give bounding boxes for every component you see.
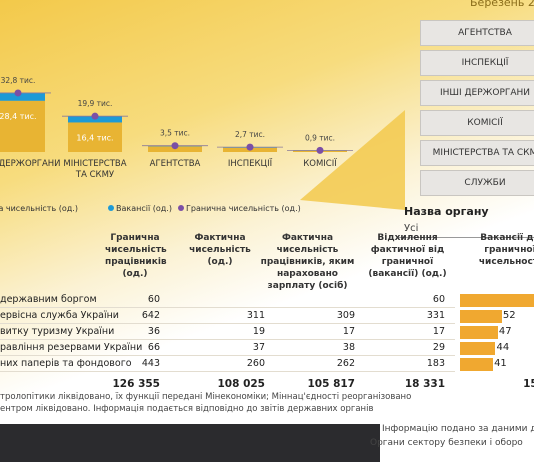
limit-label: 19,9 тис. [78, 99, 113, 108]
actual-label: 16,4 тис. [76, 133, 113, 142]
row-separator [0, 371, 455, 372]
table-cell: 36 [147, 326, 160, 337]
actual-bar [148, 146, 202, 152]
filter-select[interactable]: Усі [398, 221, 534, 238]
limit-label: 2,7 тис. [235, 130, 265, 139]
table-cell: 311 [246, 310, 265, 321]
limit-label: 3,5 тис. [160, 129, 190, 138]
table-header: Відхилення фактичної від граничної (вака… [368, 233, 447, 279]
row-separator [0, 307, 455, 308]
filter-button[interactable]: АГЕНТСТВА [420, 20, 534, 46]
limit-marker [316, 146, 324, 154]
percent-bar [460, 342, 496, 355]
row-name: них паперів та фондового [0, 358, 132, 369]
limit-marker [246, 143, 254, 151]
percent-label: 52 [502, 310, 516, 321]
limit-label: 0,9 тис. [305, 133, 335, 142]
table-cell: 309 [336, 310, 355, 321]
total-cell: 108 025 [217, 378, 266, 390]
legend-label: Гранична чисельність (од.) [186, 204, 301, 213]
row-name: витку туризму України [0, 326, 115, 337]
filter-button[interactable]: ІНСПЕКЦІЇ [420, 50, 534, 76]
table-cell: 60 [432, 294, 445, 305]
filter-label: Назва органу [404, 205, 489, 218]
legend-swatch [178, 205, 184, 211]
table-cell: 642 [141, 310, 160, 321]
table-cell: 29 [432, 342, 445, 353]
table-cell: 17 [342, 326, 355, 337]
total-cell: 126 355 [112, 378, 161, 390]
category-label: ІНШІ ДЕРЖОРГАНИ [0, 159, 61, 169]
table-cell: 331 [426, 310, 445, 321]
total-cell: 105 817 [307, 378, 356, 390]
legend-label: Вакансії (од.) [116, 204, 172, 213]
date: Березень 20 [470, 0, 534, 9]
table-cell: 38 [342, 342, 355, 353]
highlight-wedge [300, 110, 405, 210]
table-cell: 260 [246, 358, 265, 369]
table-cell: 443 [141, 358, 160, 369]
table-header: Фактична чисельність (од.) [189, 233, 251, 267]
row-name: равління резервами України [0, 342, 143, 353]
table-cell: 37 [252, 342, 265, 353]
category-label: АГЕНТСТВА [150, 159, 201, 169]
percent-bar [460, 310, 502, 323]
table-header: Фактична чисельність працівників, яким н… [260, 233, 355, 291]
percent-label: 44 [496, 342, 510, 353]
percent-label: 47 [498, 326, 512, 337]
table-cell: 60 [147, 294, 160, 305]
category-label: КОМІСІЇ [303, 158, 337, 169]
percent-label: 41 [494, 358, 507, 369]
table-header: Назва органу [0, 222, 40, 234]
row-separator [0, 339, 455, 340]
chart: 32,8 тис. 28,4 тис. ІНШІ ДЕРЖОРГАНИ 19,9 ти… [0, 76, 353, 213]
total-cell: 18 331 [404, 378, 445, 390]
percent-label: 100 [460, 294, 534, 305]
percent-bar [460, 358, 493, 371]
category-label: ІНСПЕКЦІЇ [228, 158, 273, 169]
table-header: Гранична чисельність працівників (од.) [105, 233, 167, 279]
table-cell: 17 [432, 326, 445, 337]
table-cell: 262 [336, 358, 355, 369]
row-separator [0, 323, 455, 324]
row-separator [0, 355, 455, 356]
footnote: тролопітики ліквідовано, їх функції пере… [0, 392, 412, 402]
legend-label: Фактична чисельність (од.) [0, 204, 78, 213]
legend-swatch [108, 205, 114, 211]
actual-bar [68, 122, 122, 152]
table-cell: 19 [252, 326, 265, 337]
row-name: ервісна служба України [0, 310, 119, 321]
side-note: Інформацію подано за даними держ [382, 424, 534, 434]
photo-background [0, 424, 380, 462]
limit-marker [14, 89, 22, 97]
limit-marker [171, 142, 179, 150]
filter-button[interactable]: МІНІСТЕРСТВА ТА СКМ [420, 140, 534, 166]
limit-label: 32,8 тис. [1, 76, 36, 85]
filter-button[interactable]: КОМІСІЇ [420, 110, 534, 136]
table-header: Вакансії до граничної чисельності [478, 233, 534, 267]
side-note: Органи сектору безпеки і оборо [370, 438, 523, 448]
percent-bar [460, 326, 498, 339]
vacancy-bar [0, 92, 45, 101]
table-cell: 183 [426, 358, 445, 369]
filter-button[interactable]: СЛУЖБИ [420, 170, 534, 196]
percent-bar [460, 294, 534, 307]
limit-marker [91, 112, 99, 120]
category-label: МІНІСТЕРСТВА ТА СКМУ [63, 159, 126, 180]
filter-button[interactable]: ІНШІ ДЕРЖОРГАНИ [420, 80, 534, 106]
table-cell: 66 [147, 342, 160, 353]
footnote: ентром ліквідовано. Інформація подається… [0, 404, 374, 414]
row-name: державним боргом [0, 294, 97, 305]
actual-bar [0, 100, 45, 152]
actual-label: 28,4 тис. [0, 112, 37, 121]
total-cell: 151 [523, 378, 534, 390]
